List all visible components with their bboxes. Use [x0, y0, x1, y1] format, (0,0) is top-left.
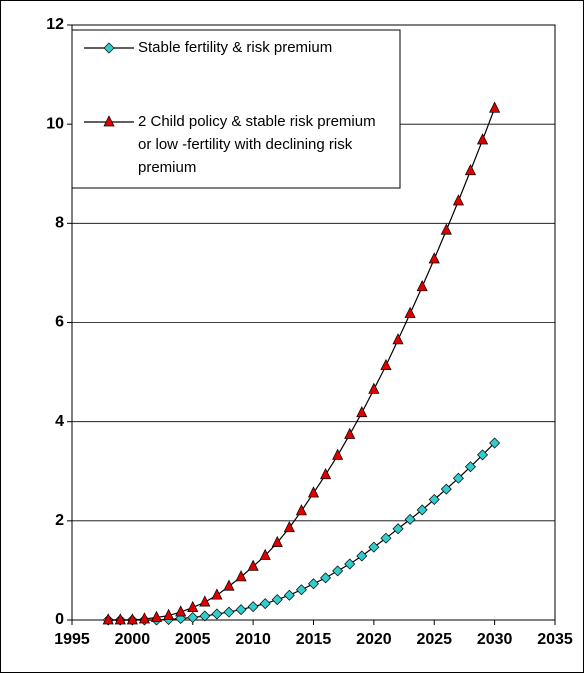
- data-point: [308, 578, 319, 590]
- plot-frame: [71, 24, 556, 621]
- data-point: [259, 548, 271, 560]
- data-point: [295, 504, 307, 516]
- data-point: [283, 520, 295, 533]
- data-point: [380, 532, 392, 544]
- x-tick-label: 2005: [175, 631, 211, 648]
- x-tick-label: 1995: [54, 631, 90, 648]
- data-point: [368, 541, 380, 553]
- x-tick-label: 2025: [416, 631, 452, 648]
- data-point: [392, 523, 404, 535]
- data-point: [452, 472, 464, 484]
- data-point: [126, 613, 138, 625]
- data-point: [476, 133, 489, 145]
- legend-marker: [103, 115, 115, 127]
- x-tick-label: 2000: [115, 631, 151, 648]
- y-tick-label: 0: [55, 611, 64, 628]
- data-point: [114, 613, 126, 625]
- data-point: [380, 358, 392, 370]
- y-tick-label: 8: [55, 215, 64, 232]
- data-point: [464, 461, 476, 473]
- data-point: [138, 612, 151, 624]
- data-point: [356, 550, 368, 562]
- data-point: [187, 600, 199, 612]
- x-tick-label: 2035: [537, 631, 573, 648]
- data-point: [332, 565, 344, 577]
- data-point: [187, 612, 199, 624]
- data-point: [404, 306, 416, 318]
- data-point: [163, 608, 175, 620]
- legend-box: [71, 29, 401, 189]
- data-point: [356, 405, 368, 418]
- y-tick-label: 6: [55, 314, 64, 331]
- x-tick-label: 2020: [356, 631, 392, 648]
- x-tick-label: 2030: [477, 631, 513, 648]
- data-point: [440, 223, 452, 235]
- data-point: [320, 572, 332, 584]
- y-tick-label: 2: [55, 512, 64, 529]
- data-point: [307, 486, 320, 498]
- data-point: [489, 101, 501, 113]
- data-point: [271, 535, 283, 548]
- data-point: [440, 483, 452, 495]
- data-point: [102, 613, 114, 625]
- data-point: [150, 610, 163, 622]
- data-point: [464, 163, 477, 176]
- data-point: [452, 194, 464, 206]
- y-tick-label: 10: [46, 115, 64, 132]
- x-tick-label: 2010: [235, 631, 271, 648]
- data-point: [368, 382, 380, 394]
- data-point: [199, 595, 211, 607]
- data-point: [223, 579, 235, 591]
- legend-label: 2 Child policy & stable risk premium or …: [138, 113, 376, 176]
- data-point: [477, 449, 489, 461]
- legend-marker: [103, 42, 115, 54]
- legend-label: Stable fertility & risk premium: [138, 39, 333, 56]
- data-point: [416, 504, 428, 516]
- data-point: [223, 606, 235, 618]
- data-point: [199, 610, 211, 622]
- y-tick-label: 4: [55, 413, 64, 430]
- data-point: [235, 604, 247, 616]
- data-point: [428, 252, 440, 264]
- data-point: [175, 605, 187, 617]
- y-tick-label: 12: [46, 16, 64, 33]
- data-point: [259, 598, 271, 610]
- x-tick-label: 2015: [296, 631, 332, 648]
- data-point: [489, 437, 501, 449]
- data-point: [235, 570, 247, 582]
- data-point: [344, 427, 356, 439]
- data-point: [271, 594, 283, 606]
- data-point: [428, 494, 440, 506]
- data-point: [211, 588, 223, 600]
- data-point: [295, 584, 307, 596]
- data-point: [344, 558, 356, 570]
- data-point: [283, 589, 295, 601]
- data-point: [211, 608, 223, 620]
- data-point: [320, 467, 332, 480]
- data-point: [416, 280, 428, 292]
- data-point: [247, 601, 259, 613]
- data-point: [392, 333, 404, 345]
- data-point: [332, 448, 344, 460]
- data-point: [247, 559, 259, 571]
- data-point: [404, 513, 416, 525]
